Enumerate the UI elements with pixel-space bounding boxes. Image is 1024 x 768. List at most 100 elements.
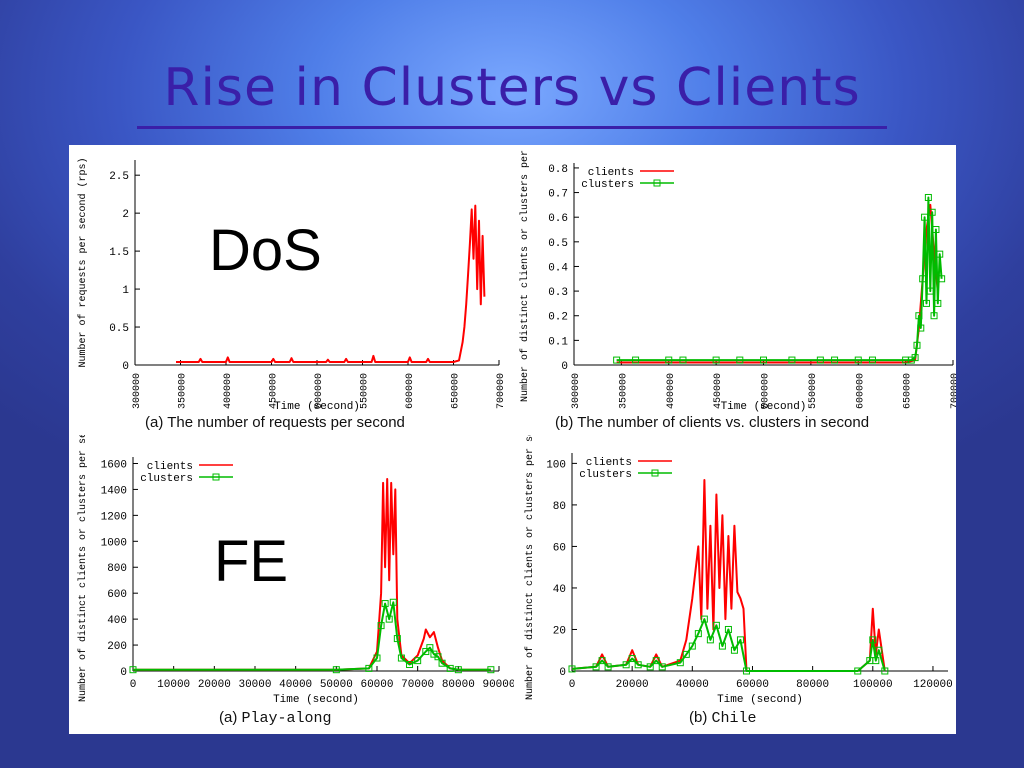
y-tick-label: 600 [107, 589, 127, 601]
data-point-cluster [454, 666, 462, 674]
caption-text: Play-along [241, 710, 332, 727]
data-point-cluster [928, 208, 936, 216]
x-tick-label: 550000 [808, 373, 819, 409]
data-point-cluster [129, 666, 137, 674]
y-tick-label: 20 [553, 625, 566, 637]
y-tick-label: 400 [107, 615, 127, 627]
legend-label-clusters: clusters [579, 469, 632, 481]
data-point-cluster [652, 657, 660, 665]
legend-marker-clusters [653, 179, 661, 187]
y-axis-label: Number of distinct clients or clusters p… [77, 435, 89, 702]
y-tick-label: 0.5 [109, 323, 129, 335]
data-point-cluster [831, 356, 839, 364]
data-point-cluster [632, 356, 640, 364]
y-tick-label: 1 [122, 285, 129, 297]
caption-prefix: (a) [219, 709, 238, 726]
x-tick-label: 40000 [676, 679, 709, 691]
data-point-cluster [598, 657, 606, 665]
y-axis-label: Number of requests per second (rps) [77, 157, 89, 367]
data-point-cluster [736, 636, 744, 644]
data-point-cluster [919, 275, 927, 283]
x-tick-label: 50000 [320, 679, 353, 691]
data-point-cluster [434, 653, 442, 661]
data-point-cluster [934, 299, 942, 307]
data-point-cluster [917, 324, 925, 332]
data-point-cluster [397, 654, 405, 662]
x-tick-label: 700000 [950, 373, 956, 409]
series-line-clients [133, 478, 491, 671]
y-tick-label: 0 [122, 361, 129, 373]
data-point-cluster [414, 657, 422, 665]
x-tick-label: 450000 [269, 373, 280, 409]
data-point-cluster [658, 663, 666, 671]
x-tick-label: 550000 [360, 373, 371, 409]
data-point-cluster [393, 635, 401, 643]
data-point-cluster [911, 354, 919, 362]
caption-prefix: (b) [555, 414, 574, 431]
y-tick-label: 0.7 [548, 189, 568, 201]
label-fe: FE [214, 529, 289, 594]
y-tick-label: 1200 [101, 511, 127, 523]
data-point-cluster [712, 621, 720, 629]
y-tick-label: 80 [553, 501, 566, 513]
data-point-cluster [816, 356, 824, 364]
x-tick-label: 600000 [405, 373, 416, 409]
data-point-cluster [385, 615, 393, 623]
chart-dos-clients-clusters: 0 0.1 0.2 0.3 0.4 0.5 0.6 0.7 0.8 300000 350000 400… [519, 145, 956, 413]
data-point-cluster [604, 663, 612, 671]
x-tick-label: 80000 [442, 679, 475, 691]
data-point-cluster [389, 598, 397, 606]
chart-fe-play-along: 0 200 400 600 800 1000 1200 1400 1600 0 10000 20000… [77, 435, 514, 706]
data-point-cluster [907, 356, 915, 364]
data-point-cluster [854, 667, 862, 675]
caption-fe-play-along: (a) Play-along [219, 709, 332, 727]
caption-text: The number of clients vs. clusters in se… [577, 414, 870, 431]
data-point-cluster [868, 356, 876, 364]
legend-label-clusters: clusters [581, 179, 634, 191]
y-tick-label: 0.6 [548, 213, 568, 225]
x-tick-label: 100000 [853, 679, 893, 691]
data-point-cluster [592, 663, 600, 671]
x-tick-label: 60000 [360, 679, 393, 691]
data-point-cluster [872, 657, 880, 665]
x-tick-label: 500000 [314, 373, 325, 409]
legend-label-clients: clients [586, 457, 632, 469]
data-point-cluster [688, 642, 696, 650]
series-line-clusters [133, 601, 491, 671]
data-point-cluster [568, 665, 576, 673]
data-point-cluster [373, 654, 381, 662]
data-point-cluster [854, 356, 862, 364]
data-point-cluster [869, 636, 877, 644]
y-tick-label: 0.3 [548, 287, 568, 299]
x-tick-label: 650000 [451, 373, 462, 409]
y-axis-label: Number of distinct clients or clusters p… [524, 435, 536, 700]
title-underline [137, 126, 887, 129]
y-tick-label: 60 [553, 542, 566, 554]
x-tick-label: 450000 [713, 373, 724, 409]
figure-panel: 0 0.5 1 1.5 2 2.5 300000 350000 400000 450000 5000… [69, 145, 956, 734]
data-point-cluster [881, 667, 889, 675]
y-tick-label: 40 [553, 584, 566, 596]
data-point-cluster [706, 636, 714, 644]
data-point-cluster [700, 615, 708, 623]
caption-prefix: (a) [145, 414, 164, 431]
x-tick-label: 600000 [855, 373, 866, 409]
series-line-clients [616, 203, 939, 364]
data-point-cluster [332, 666, 340, 674]
data-point-cluster [682, 650, 690, 658]
y-tick-label: 1600 [101, 459, 127, 471]
legend-marker-clusters [651, 469, 659, 477]
x-tick-label: 40000 [279, 679, 312, 691]
data-point-cluster [665, 356, 673, 364]
chart-dos-requests: 0 0.5 1 1.5 2 2.5 300000 350000 400000 450000 5000… [77, 157, 507, 413]
data-point-cluster [381, 600, 389, 608]
caption-dos-requests: (a) The number of requests per second [145, 414, 405, 431]
data-point-cluster [930, 312, 938, 320]
data-point-cluster [446, 664, 454, 672]
data-point-cluster [628, 655, 636, 663]
legend-label-clients: clients [147, 461, 193, 473]
x-tick-label: 0 [569, 679, 576, 691]
caption-fe-chile: (b) Chile [689, 709, 757, 727]
x-tick-label: 60000 [736, 679, 769, 691]
x-tick-label: 350000 [178, 373, 189, 409]
